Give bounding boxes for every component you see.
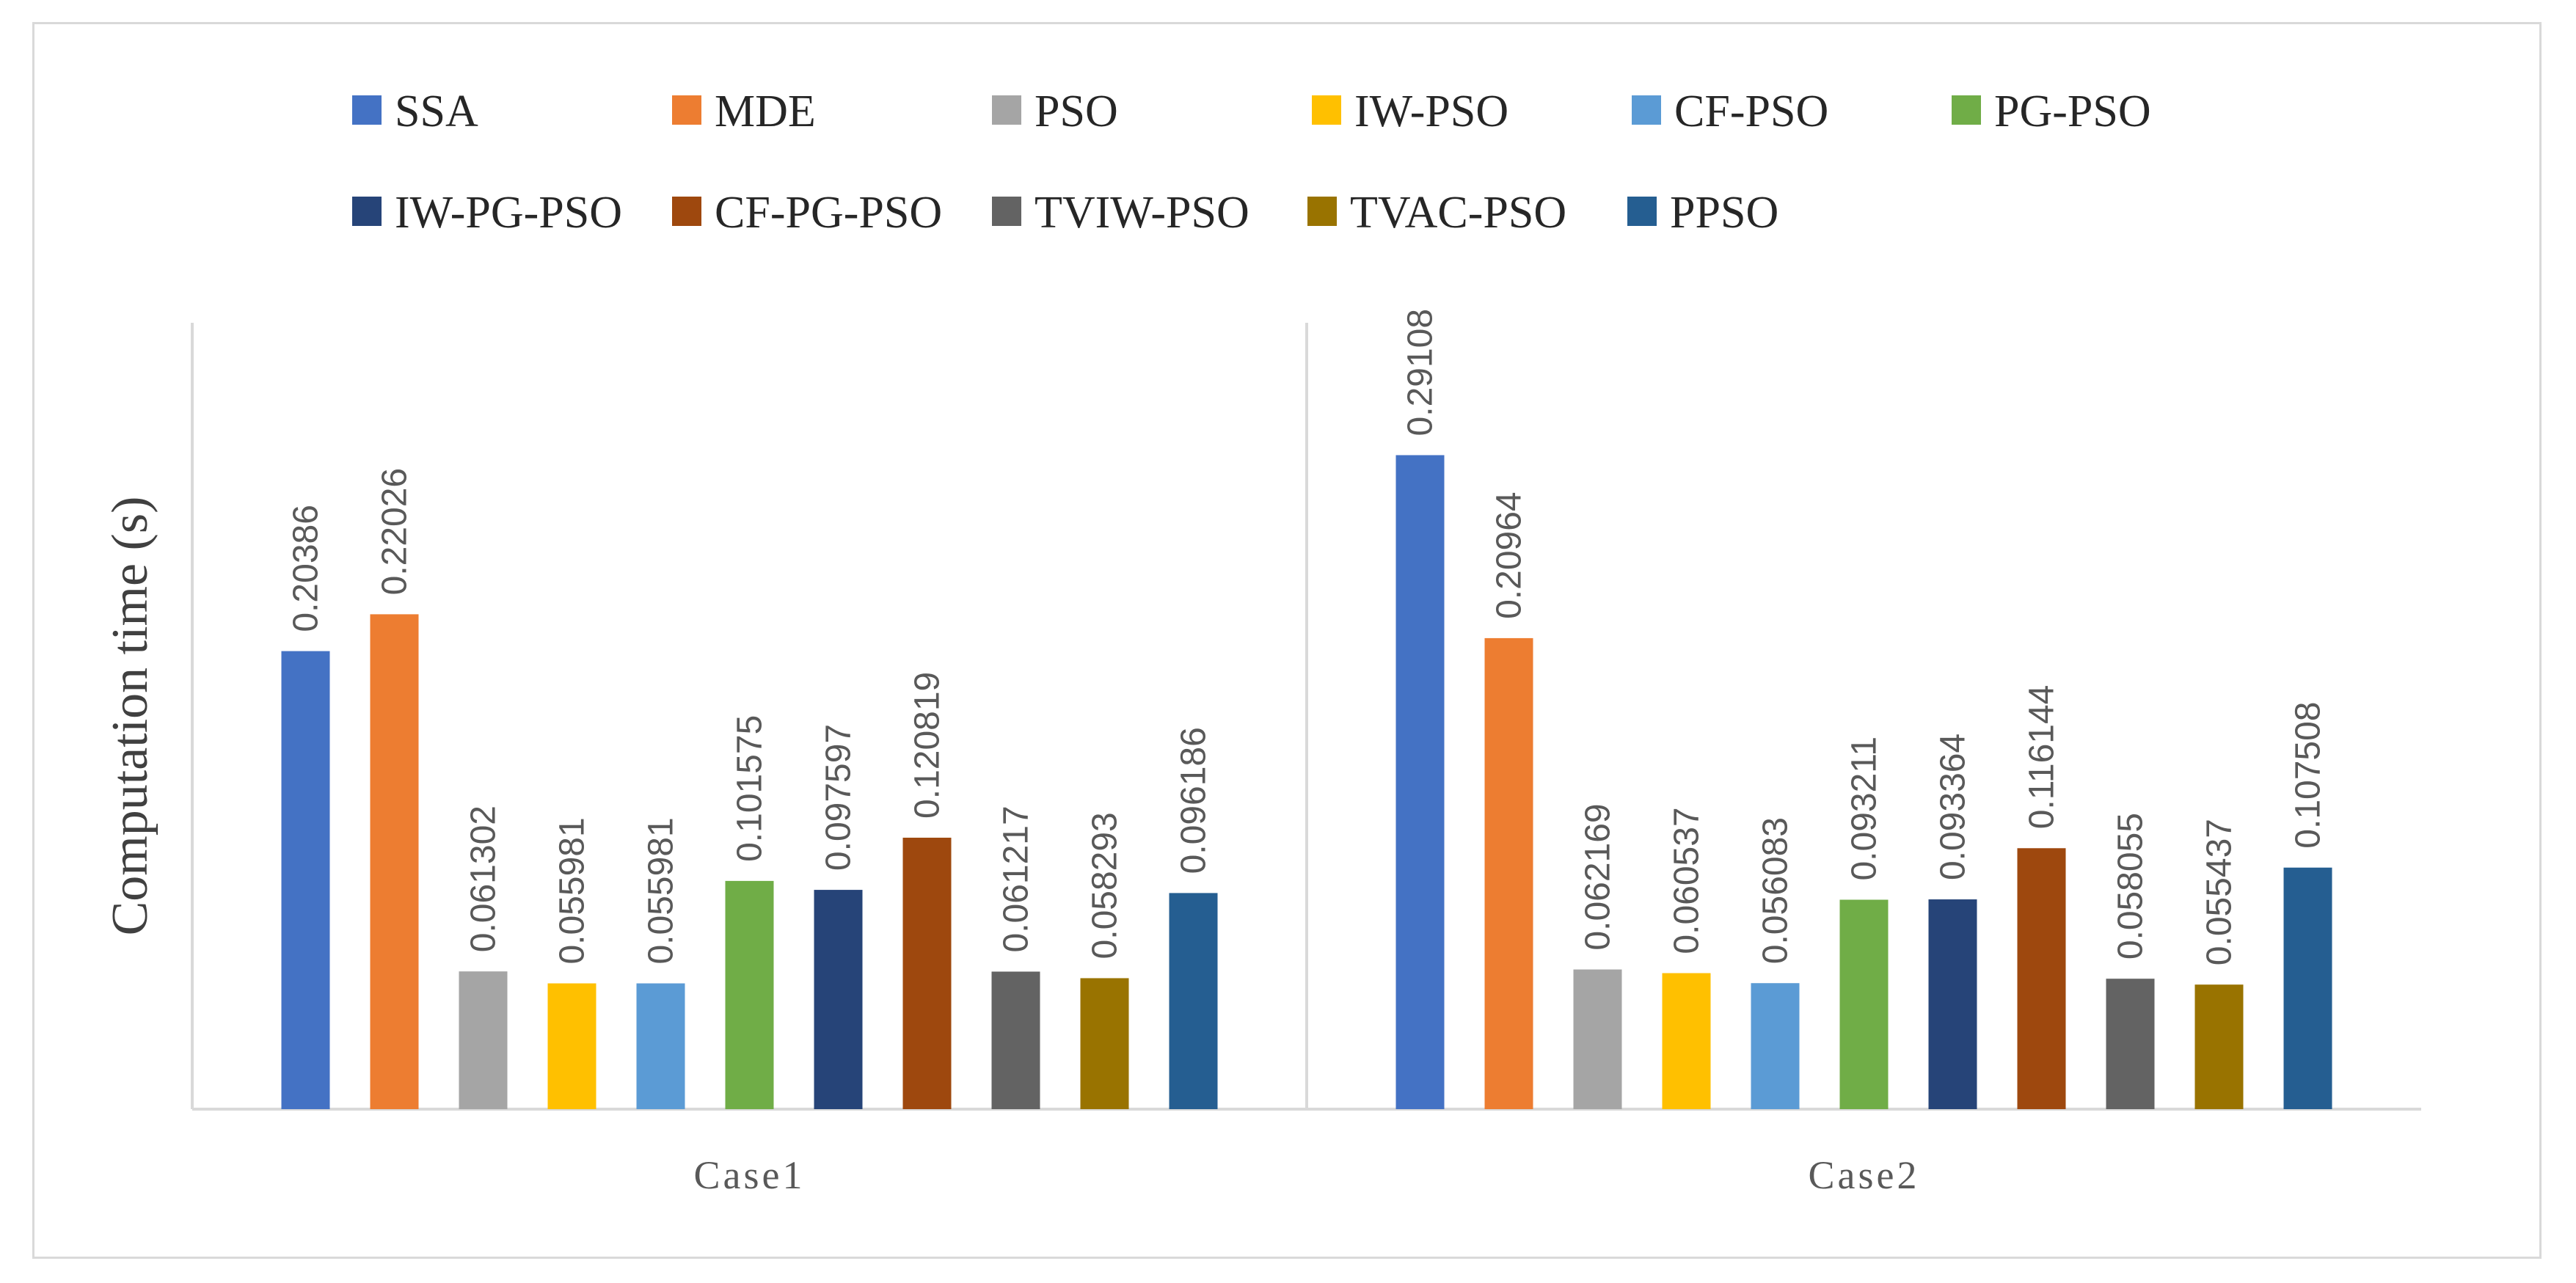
legend-label-tvac-pso: TVAC-PSO: [1350, 188, 1566, 238]
data-label-ppso-case2: 0.107508: [2289, 702, 2328, 849]
data-label-tviw-pso-case2: 0.058055: [2112, 813, 2150, 959]
bar-cf-pso-case1: [636, 983, 685, 1109]
legend-swatch-cf-pso: [1632, 95, 1661, 125]
legend-item-pso: PSO: [992, 87, 1118, 136]
legend-item-cf-pso: CF-PSO: [1632, 87, 1828, 136]
bar-ssa-case2: [1395, 455, 1445, 1109]
bar-tviw-pso-case1: [991, 971, 1040, 1109]
bar-tviw-pso-case2: [2106, 979, 2155, 1109]
bar-mde-case2: [1484, 637, 1533, 1109]
legend-item-ppso: PPSO: [1627, 188, 1778, 238]
bar-cf-pso-case2: [1751, 983, 1800, 1109]
data-label-cf-pso-case1: 0.055981: [642, 817, 681, 964]
data-label-iw-pso-case1: 0.055981: [553, 817, 592, 964]
data-label-iw-pg-pso-case1: 0.097597: [820, 724, 858, 871]
legend-item-cf-pg-pso: CF-PG-PSO: [672, 188, 942, 238]
data-label-iw-pso-case2: 0.060537: [1668, 807, 1707, 954]
x-tick-label-case2: Case2: [1809, 1153, 1920, 1197]
x-tick-labels: Case1 Case2: [694, 1153, 1920, 1197]
bar-pg-pso-case2: [1839, 899, 1889, 1109]
bars: [281, 455, 2332, 1109]
bar-mde-case1: [370, 614, 419, 1109]
legend-label-mde: MDE: [715, 87, 816, 136]
data-label-ssa-case2: 0.29108: [1401, 309, 1440, 436]
legend-label-ssa: SSA: [395, 87, 478, 136]
legend-label-pg-pso: PG-PSO: [1994, 87, 2151, 136]
legend-label-pso: PSO: [1035, 87, 1118, 136]
legend-swatch-pso: [992, 95, 1021, 125]
legend: SSA MDE PSO IW-PSO CF-PSO PG-PSO IW-PG-PSO CF-P…: [352, 87, 2151, 238]
data-labels: 0.20386 0.22026 0.061302 0.055981 0.055981 0.…: [287, 309, 2328, 965]
legend-swatch-pg-pso: [1952, 95, 1981, 125]
legend-swatch-ssa: [352, 95, 382, 125]
bar-pg-pso-case1: [725, 880, 774, 1109]
data-label-cf-pg-pso-case1: 0.120819: [908, 672, 947, 819]
legend-swatch-tvac-pso: [1307, 197, 1337, 226]
legend-swatch-mde: [672, 95, 701, 125]
data-label-mde-case2: 0.20964: [1490, 491, 1529, 619]
legend-item-iw-pso: IW-PSO: [1312, 87, 1508, 136]
data-label-iw-pg-pso-case2: 0.093364: [1934, 734, 1973, 880]
bar-ssa-case1: [281, 651, 330, 1109]
data-label-tviw-pso-case1: 0.061217: [997, 805, 1036, 952]
bar-pso-case2: [1573, 969, 1622, 1109]
legend-swatch-tviw-pso: [992, 197, 1021, 226]
legend-swatch-cf-pg-pso: [672, 197, 701, 226]
data-label-ppso-case1: 0.096186: [1175, 727, 1214, 874]
legend-item-ssa: SSA: [352, 87, 478, 136]
data-label-ssa-case1: 0.20386: [287, 505, 326, 632]
legend-label-tviw-pso: TVIW-PSO: [1035, 188, 1249, 238]
legend-label-ppso: PPSO: [1670, 188, 1778, 238]
plot-area: 0.20386 0.22026 0.061302 0.055981 0.055981 0.…: [191, 309, 2421, 1197]
data-label-tvac-pso-case1: 0.058293: [1086, 812, 1125, 959]
data-label-cf-pso-case2: 0.056083: [1756, 817, 1795, 964]
bar-cf-pg-pso-case1: [902, 837, 952, 1109]
x-tick-label-case1: Case1: [694, 1153, 806, 1197]
bar-tvac-pso-case1: [1080, 978, 1129, 1109]
legend-item-iw-pg-pso: IW-PG-PSO: [352, 188, 622, 238]
data-label-pso-case2: 0.062169: [1579, 803, 1618, 950]
legend-label-iw-pso: IW-PSO: [1354, 87, 1508, 136]
data-label-mde-case1: 0.22026: [376, 468, 415, 596]
data-label-cf-pg-pso-case2: 0.116144: [2023, 685, 2062, 830]
bar-tvac-pso-case2: [2194, 984, 2244, 1109]
legend-label-iw-pg-pso: IW-PG-PSO: [395, 188, 622, 238]
y-axis-title: Computation time (s): [102, 497, 158, 936]
data-label-pg-pso-case2: 0.093211: [1845, 736, 1884, 881]
bar-iw-pg-pso-case1: [814, 890, 863, 1109]
legend-swatch-iw-pg-pso: [352, 197, 382, 226]
legend-label-cf-pso: CF-PSO: [1674, 87, 1828, 136]
bar-iw-pso-case1: [547, 983, 596, 1109]
bar-iw-pg-pso-case2: [1928, 899, 1977, 1109]
bar-ppso-case1: [1169, 893, 1218, 1109]
legend-item-pg-pso: PG-PSO: [1952, 87, 2151, 136]
bar-pso-case1: [459, 971, 508, 1109]
legend-label-cf-pg-pso: CF-PG-PSO: [715, 188, 942, 238]
data-label-pso-case1: 0.061302: [464, 805, 503, 952]
data-label-tvac-pso-case2: 0.055437: [2200, 819, 2239, 965]
legend-item-tvac-pso: TVAC-PSO: [1307, 188, 1566, 238]
legend-item-mde: MDE: [672, 87, 816, 136]
legend-swatch-iw-pso: [1312, 95, 1341, 125]
legend-swatch-ppso: [1627, 197, 1657, 226]
bar-ppso-case2: [2283, 867, 2332, 1109]
data-label-pg-pso-case1: 0.101575: [731, 715, 770, 862]
bar-iw-pso-case2: [1662, 973, 1711, 1109]
legend-item-tviw-pso: TVIW-PSO: [992, 188, 1249, 238]
bar-cf-pg-pso-case2: [2017, 848, 2066, 1109]
